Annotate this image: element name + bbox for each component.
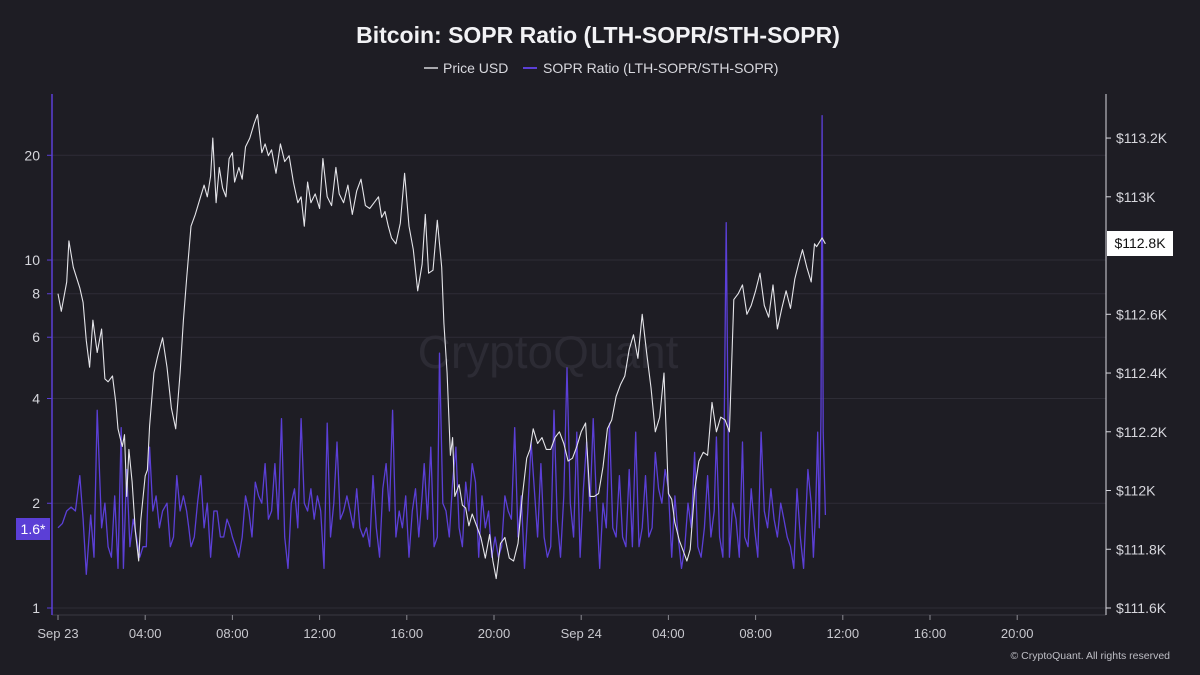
right-axis-tick-label: $112.2K [1116,424,1168,440]
right-axis-tick-label: $112.4K [1116,365,1168,381]
x-axis-tick-label: 04:00 [652,626,685,641]
legend-price-label[interactable]: Price USD [443,60,508,76]
right-axis-ticks: $111.6K $111.8K $112K $112.2K $112.4K $112.6K… [1106,130,1168,616]
left-axis-tick-label: 8 [32,286,40,302]
current-price-label: $112.8K [1114,235,1166,251]
x-axis-tick-label: 04:00 [129,626,162,641]
left-axis-ticks: 1 2 4 6 8 10 20 [24,147,52,616]
current-sopr-badge: 1.6* [16,518,50,540]
x-axis-tick-label: 08:00 [739,626,772,641]
current-sopr-label: 1.6* [21,521,46,537]
right-axis-tick-label: $111.8K [1116,541,1167,557]
right-axis-tick-label: $113.2K [1116,130,1168,146]
left-axis-tick-label: 4 [32,390,40,406]
legend: Price USD SOPR Ratio (LTH-SOPR/STH-SOPR) [424,60,778,76]
right-axis-tick-label: $111.6K [1116,600,1167,616]
left-axis-tick-label: 20 [24,147,40,163]
x-axis-tick-label: Sep 23 [37,626,78,641]
price-usd-series-line [57,114,826,580]
grid-lines [52,154,1106,609]
x-axis-tick-label: Sep 24 [561,626,602,641]
left-axis-tick-label: 2 [32,495,40,511]
plot-area [57,114,827,580]
chart-title: Bitcoin: SOPR Ratio (LTH-SOPR/STH-SOPR) [356,22,840,48]
current-price-badge-box [1107,231,1173,256]
watermark: CryptoQuant [418,326,679,378]
x-axis-tick-label: 16:00 [391,626,424,641]
x-axis-tick-label: 20:00 [1001,626,1034,641]
x-axis-ticks: Sep 23 04:00 08:00 12:00 16:00 20:00 Sep 24 04:… [37,614,1106,641]
x-axis-tick-label: 20:00 [478,626,511,641]
x-axis-tick-label: 08:00 [216,626,249,641]
left-axis-tick-label: 1 [32,600,40,616]
left-axis-tick-label: 10 [24,252,40,268]
current-sopr-badge-box [16,518,50,540]
left-axis-tick-label: 6 [32,329,40,345]
x-axis-tick-label: 16:00 [914,626,947,641]
x-axis-tick-label: 12:00 [303,626,336,641]
right-axis-tick-label: $113K [1116,189,1156,205]
sopr-ratio-series-line [57,114,827,575]
copyright-notice: © CryptoQuant. All rights reserved [1011,650,1171,662]
right-axis-tick-label: $112K [1116,483,1156,499]
legend-sopr-label[interactable]: SOPR Ratio (LTH-SOPR/STH-SOPR) [543,60,778,76]
right-axis-tick-label: $112.6K [1116,306,1168,322]
current-price-badge: $112.8K [1107,231,1173,256]
x-axis-tick-label: 12:00 [827,626,860,641]
